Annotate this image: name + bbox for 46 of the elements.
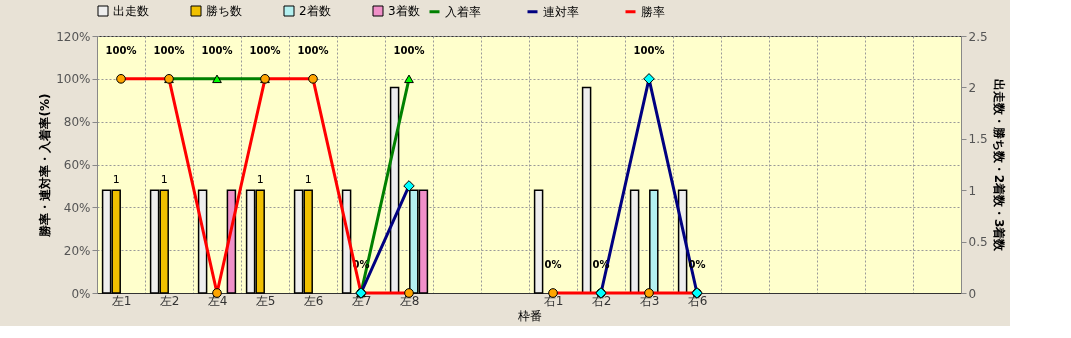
data-label: 100% <box>201 44 233 56</box>
x-tick-label: 左1 <box>111 293 132 308</box>
x-tick-label: 右6 <box>687 293 708 308</box>
legend-label: 2着数 <box>299 4 331 18</box>
y-tick-label: 100% <box>56 72 91 87</box>
x-tick-label: 左2 <box>159 293 180 308</box>
legend-label: 入着率 <box>445 4 481 19</box>
x-tick-label: 左7 <box>351 293 372 308</box>
x-tick-label: 左6 <box>303 293 324 308</box>
y-tick-label: 80% <box>63 115 91 130</box>
y-axis-title: 勝率・連対率・入着率(%) <box>38 93 53 238</box>
y-tick-label: 60% <box>63 158 91 172</box>
x-tick-label: 右2 <box>591 293 612 308</box>
x-tick-label: 右3 <box>639 293 660 308</box>
x-axis-title: 枠番 <box>516 308 542 323</box>
y2-tick-label: 2 <box>968 80 977 95</box>
y2-tick-label: 1.5 <box>968 132 988 147</box>
x-tick-label: 左8 <box>399 293 420 308</box>
annotation: 0% <box>544 259 562 270</box>
y2-tick-label: 2.5 <box>968 29 988 44</box>
data-label: 1 <box>304 173 312 187</box>
legend-label: 勝ち数 <box>206 4 242 18</box>
data-label: 1 <box>160 173 168 187</box>
y2-tick-label: 0 <box>968 286 977 301</box>
data-label: 1 <box>112 173 120 187</box>
annotation: 100% <box>633 44 665 56</box>
legend-label: 3着数 <box>388 4 420 18</box>
legend-label: 連対率 <box>543 4 579 19</box>
y-tick-label: 120% <box>56 29 91 44</box>
y-tick-label: 20% <box>63 243 91 258</box>
x-tick-label: 右1 <box>543 293 564 308</box>
x-tick-label: 左5 <box>255 293 276 308</box>
y-tick-label: 40% <box>63 200 91 215</box>
y2-tick-label: 0.5 <box>968 235 988 250</box>
y2-axis-title: 出走数・勝ち数・2着数・3着数 <box>991 78 1006 253</box>
legend-label: 出走数 <box>113 4 149 18</box>
data-label: 100% <box>153 44 185 56</box>
data-label: 100% <box>393 44 425 56</box>
y2-tick-label: 1 <box>968 183 977 198</box>
data-label: 100% <box>249 44 281 56</box>
annotation: 100% <box>105 44 137 56</box>
y-tick-label: 0% <box>71 286 91 301</box>
legend-label: 勝率 <box>641 4 665 19</box>
annotation: 100% <box>297 44 329 56</box>
data-label: 1 <box>256 173 264 187</box>
x-tick-label: 左4 <box>207 293 228 308</box>
